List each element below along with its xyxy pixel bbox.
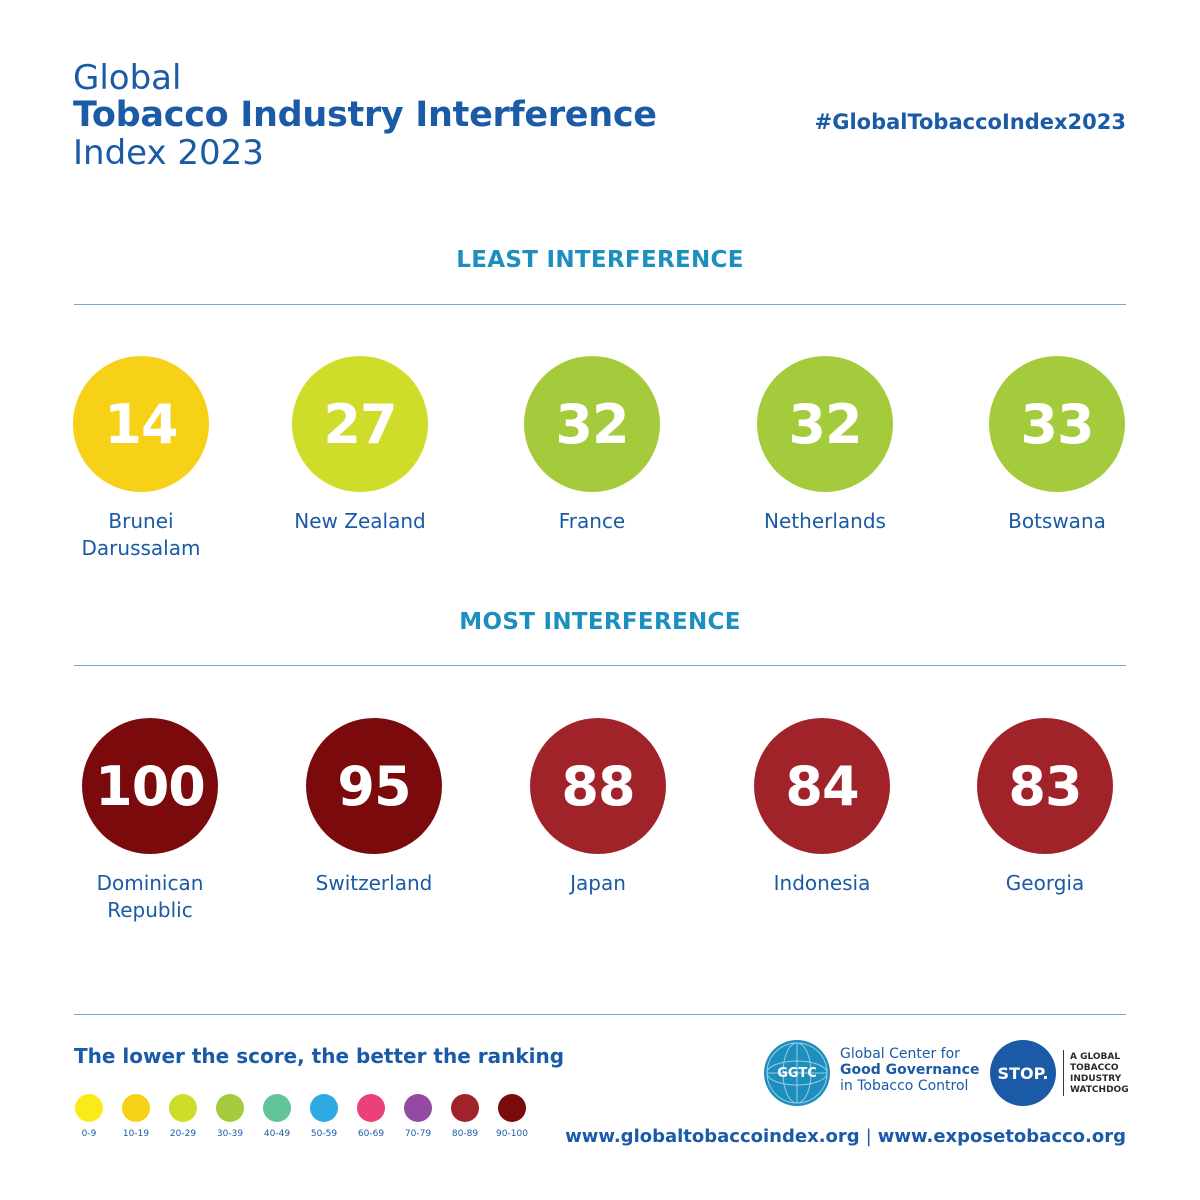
legend-label: 50-59 — [310, 1129, 338, 1139]
legend-item: 90-100 — [487, 1094, 537, 1139]
stop-badge: STOP. — [990, 1040, 1056, 1106]
legend-label: 80-89 — [451, 1129, 479, 1139]
least-item-3: 32 France — [482, 356, 702, 535]
legend-dot — [404, 1094, 432, 1122]
legend-item: 70-79 — [393, 1094, 443, 1139]
globaltobaccoindex-link[interactable]: www.globaltobaccoindex.org — [565, 1126, 860, 1147]
country-name: Japan — [570, 871, 626, 895]
ggtc-name: Global Center for Good Governance in Tob… — [840, 1046, 979, 1094]
country-name: Georgia — [1005, 871, 1085, 895]
country-name: Brunei Darussalam — [81, 509, 201, 560]
score-circle: 83 — [977, 718, 1113, 854]
ggtc-globe-icon: GGTC — [764, 1040, 830, 1106]
legend-label: 70-79 — [404, 1129, 432, 1139]
score-circle: 14 — [73, 356, 209, 492]
legend-dot — [263, 1094, 291, 1122]
globe-mesh-icon — [766, 1042, 828, 1104]
country-name: France — [558, 509, 626, 533]
legend-label: 10-19 — [122, 1129, 150, 1139]
score-circle: 88 — [530, 718, 666, 854]
score-circle: 100 — [82, 718, 218, 854]
score-circle: 27 — [292, 356, 428, 492]
exposetobacco-link[interactable]: www.exposetobacco.org — [877, 1126, 1126, 1147]
country-name: Netherlands — [764, 509, 886, 533]
legend-item: 40-49 — [252, 1094, 302, 1139]
score-circle: 84 — [754, 718, 890, 854]
legend-item: 30-39 — [205, 1094, 255, 1139]
stop-separator — [1063, 1050, 1064, 1096]
country-name: New Zealand — [294, 509, 426, 533]
ggtc-badge-text: GGTC — [777, 1065, 817, 1081]
legend-dot — [122, 1094, 150, 1122]
legend-dot — [451, 1094, 479, 1122]
title-line-index: Index 2023 — [73, 132, 264, 173]
most-interference-row: 100 Dominican Republic 95 Switzerland 88… — [0, 718, 1200, 1018]
legend-dot — [498, 1094, 526, 1122]
url-separator: | — [865, 1126, 872, 1147]
least-interference-heading: LEAST INTERFERENCE — [456, 247, 744, 273]
title-line-main: Tobacco Industry Interference — [73, 94, 657, 135]
score-legend: 0-9 10-19 20-29 30-39 40-49 50-59 60-69 … — [72, 1094, 532, 1154]
country-name: Indonesia — [773, 871, 871, 895]
legend-dot — [216, 1094, 244, 1122]
ggtc-line-3: in Tobacco Control — [840, 1078, 969, 1094]
legend-label: 40-49 — [263, 1129, 291, 1139]
most-interference-heading: MOST INTERFERENCE — [459, 609, 741, 635]
least-item-2: 27 New Zealand — [250, 356, 470, 535]
footer-divider — [74, 1014, 1126, 1015]
most-item-4: 84 Indonesia — [712, 718, 932, 897]
stop-tagline: A GLOBAL TOBACCO INDUSTRY WATCHDOG — [1070, 1052, 1129, 1095]
stop-logo: STOP. A GLOBAL TOBACCO INDUSTRY WATCHDOG — [990, 1040, 1130, 1110]
country-name: Switzerland — [315, 871, 433, 895]
legend-label: 0-9 — [81, 1129, 97, 1139]
legend-dot — [357, 1094, 385, 1122]
score-circle: 95 — [306, 718, 442, 854]
page-title: Global Tobacco Industry Interference Ind… — [73, 60, 657, 171]
footer-links: www.globaltobaccoindex.org | www.exposetob… — [565, 1126, 1126, 1147]
least-item-1: 14 Brunei Darussalam — [31, 356, 251, 562]
legend-item: 60-69 — [346, 1094, 396, 1139]
legend-item: 50-59 — [299, 1094, 349, 1139]
ggtc-line-1: Global Center for — [840, 1046, 960, 1062]
most-item-1: 100 Dominican Republic — [40, 718, 260, 924]
legend-item: 80-89 — [440, 1094, 490, 1139]
legend-title: The lower the score, the better the rank… — [74, 1044, 565, 1068]
hashtag: #GlobalTobaccoIndex2023 — [814, 110, 1126, 134]
ggtc-line-2: Good Governance — [840, 1062, 980, 1078]
score-circle: 32 — [524, 356, 660, 492]
ggtc-logo: GGTC Global Center for Good Governance i… — [764, 1040, 984, 1110]
least-divider — [74, 304, 1126, 305]
country-name: Botswana — [1008, 509, 1106, 533]
least-item-5: 33 Botswana — [947, 356, 1167, 535]
legend-item: 20-29 — [158, 1094, 208, 1139]
least-interference-row: 14 Brunei Darussalam 27 New Zealand 32 F… — [0, 356, 1200, 656]
most-item-3: 88 Japan — [488, 718, 708, 897]
score-circle: 32 — [757, 356, 893, 492]
score-circle: 33 — [989, 356, 1125, 492]
legend-item: 10-19 — [111, 1094, 161, 1139]
country-name: Dominican Republic — [96, 871, 204, 922]
legend-item: 0-9 — [64, 1094, 114, 1139]
most-item-2: 95 Switzerland — [264, 718, 484, 897]
legend-label: 30-39 — [216, 1129, 244, 1139]
most-item-5: 83 Georgia — [935, 718, 1155, 897]
legend-dot — [169, 1094, 197, 1122]
least-item-4: 32 Netherlands — [715, 356, 935, 535]
most-divider — [74, 665, 1126, 666]
legend-dot — [310, 1094, 338, 1122]
title-line-global: Global — [73, 58, 182, 98]
legend-label: 20-29 — [169, 1129, 197, 1139]
legend-label: 60-69 — [357, 1129, 385, 1139]
legend-label: 90-100 — [496, 1129, 528, 1139]
legend-dot — [75, 1094, 103, 1122]
